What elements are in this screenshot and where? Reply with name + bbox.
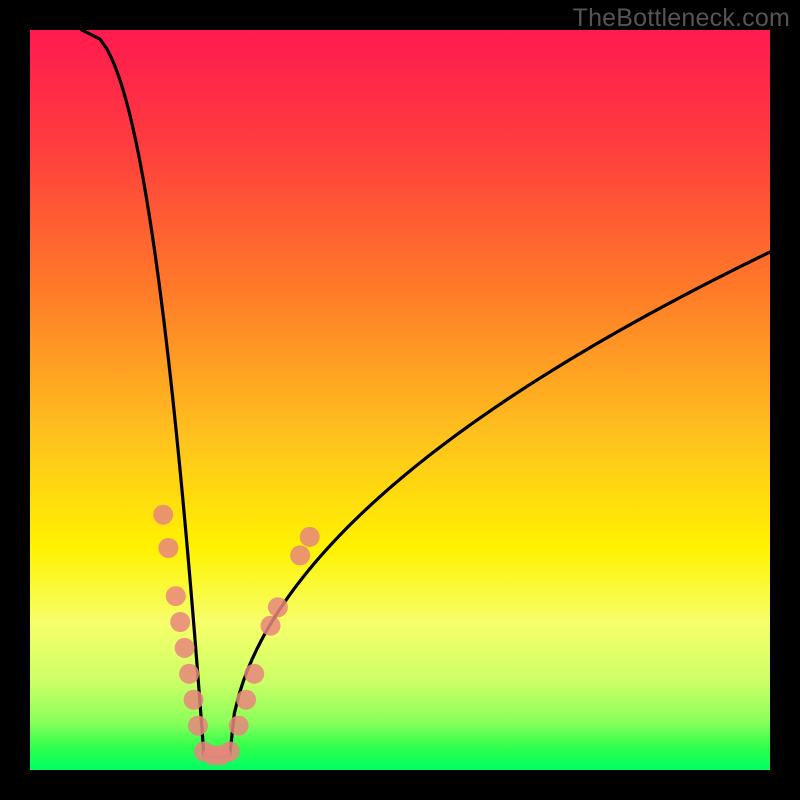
- data-marker: [158, 538, 178, 558]
- plot-area: [30, 30, 770, 770]
- data-marker: [175, 638, 195, 658]
- data-marker: [166, 586, 186, 606]
- data-marker: [153, 505, 173, 525]
- data-marker: [170, 612, 190, 632]
- gradient-background: [30, 30, 770, 770]
- data-marker: [229, 716, 249, 736]
- data-marker: [300, 527, 320, 547]
- data-marker: [179, 664, 199, 684]
- data-marker: [236, 690, 256, 710]
- data-marker: [261, 616, 281, 636]
- data-marker: [290, 545, 310, 565]
- data-marker: [220, 742, 240, 762]
- data-marker: [268, 597, 288, 617]
- watermark-text: TheBottleneck.com: [573, 4, 790, 33]
- data-marker: [184, 690, 204, 710]
- bottleneck-curve-chart: [30, 30, 770, 770]
- data-marker: [244, 664, 264, 684]
- chart-frame: TheBottleneck.com: [0, 0, 800, 800]
- data-marker: [188, 716, 208, 736]
